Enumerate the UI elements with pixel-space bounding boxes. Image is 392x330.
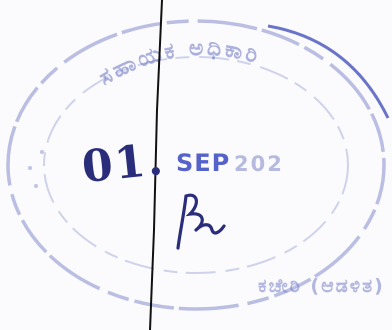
seal-bottom-text: ಕಚೇರಿ (ಆಡಳಿತ) [258,275,385,297]
seal-ink-arc [267,24,390,119]
vertical-pen-line [149,0,163,330]
seal-dot [34,184,38,188]
stamped-year: 202 [234,152,284,176]
handwritten-signature [176,193,226,250]
stamped-month: SEP [176,149,231,177]
seal-inner-ring [43,56,349,274]
seal-top-text: ಸಹಾಯಕ ಅಧಿಕಾರಿ [95,36,264,91]
seal-dot [40,150,44,154]
handwritten-day: 01. [79,133,168,194]
seal-dot [28,166,32,170]
seal-outer-ring [6,19,386,311]
